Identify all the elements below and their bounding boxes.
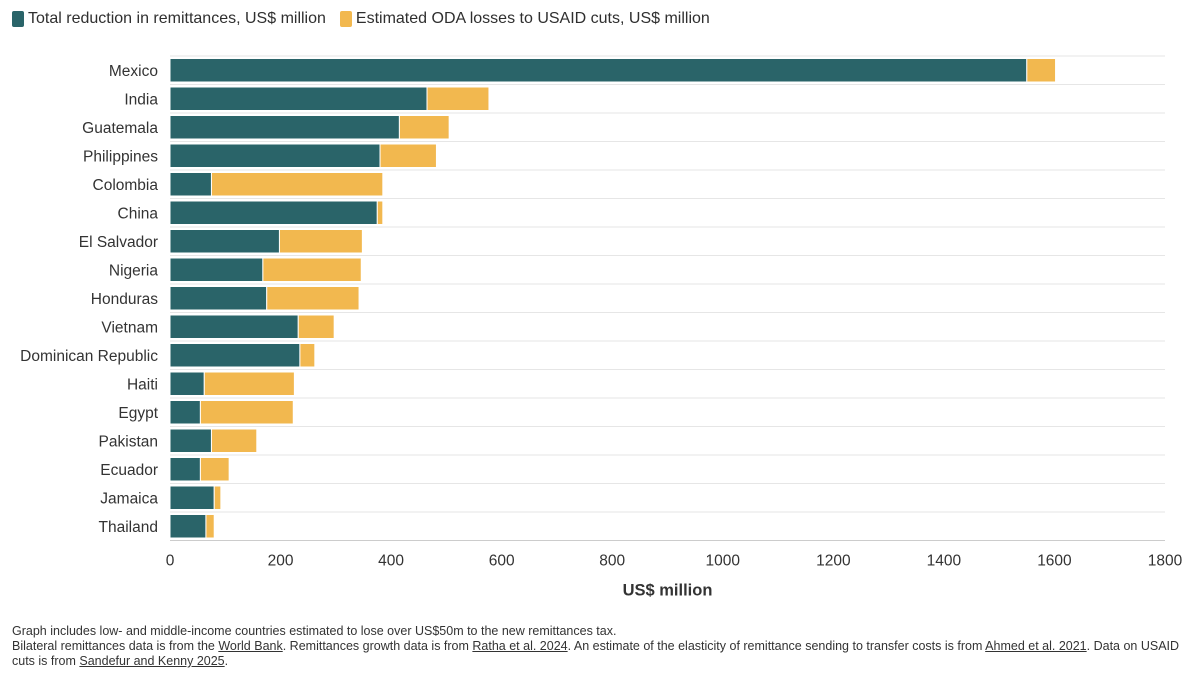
category-label: Egypt — [118, 405, 158, 422]
category-label: Vietnam — [101, 319, 158, 336]
x-tick-label: 800 — [599, 553, 625, 570]
bar-oda — [398, 115, 450, 140]
legend-swatch-remittances — [12, 11, 24, 27]
link-ahmed-2021[interactable]: Ahmed et al. 2021 — [985, 639, 1087, 653]
legend-item-oda[interactable]: Estimated ODA losses to USAID cuts, US$ … — [339, 10, 710, 28]
bar-remittances — [169, 457, 201, 482]
x-tick-label: 200 — [268, 553, 294, 570]
bar-remittances — [169, 400, 201, 425]
legend-label-remittances: Total reduction in remittances, US$ mill… — [28, 10, 326, 27]
category-label: Pakistan — [99, 433, 158, 450]
category-label: China — [118, 205, 159, 222]
category-label: Dominican Republic — [20, 348, 158, 365]
legend-item-remittances[interactable]: Total reduction in remittances, US$ mill… — [12, 10, 326, 28]
x-tick-label: 400 — [378, 553, 404, 570]
note-scope: Graph includes low- and middle-income co… — [12, 624, 617, 638]
bar-oda — [297, 314, 335, 339]
category-label: Honduras — [91, 291, 158, 308]
bar-oda — [278, 229, 363, 254]
category-label: Mexico — [109, 63, 158, 80]
category-label: India — [124, 91, 158, 108]
bar-remittances — [169, 257, 264, 282]
note-src-prefix: Bilateral remittances data is from the — [12, 639, 219, 653]
bar-oda — [210, 172, 384, 197]
x-tick-label: 1600 — [1037, 553, 1072, 570]
category-label: El Salvador — [79, 234, 158, 251]
note-src-mid1: . Remittances growth data is from — [282, 639, 473, 653]
x-tick-label: 1400 — [927, 553, 962, 570]
chart-legend: Total reduction in remittances, US$ mill… — [12, 10, 710, 28]
category-label: Thailand — [99, 519, 158, 536]
note-src-end: . — [224, 654, 229, 668]
chart-notes: Graph includes low- and middle-income co… — [12, 624, 1192, 669]
bar-remittances — [169, 286, 268, 311]
x-tick-label: 1800 — [1148, 553, 1183, 570]
category-label: Guatemala — [82, 120, 158, 137]
bar-oda — [426, 86, 490, 111]
bar-oda — [199, 457, 230, 482]
link-ratha-2024[interactable]: Ratha et al. 2024 — [472, 639, 568, 653]
note-sources: Bilateral remittances data is from the W… — [12, 639, 1192, 669]
link-sandefur-kenny-2025[interactable]: Sandefur and Kenny 2025 — [79, 654, 225, 668]
category-label: Colombia — [93, 177, 159, 194]
category-label: Ecuador — [100, 462, 158, 479]
note-src-mid2: . An estimate of the elasticity of remit… — [567, 639, 986, 653]
x-tick-label: 0 — [166, 553, 175, 570]
bar-oda — [199, 400, 294, 425]
bar-remittances — [169, 229, 280, 254]
category-label: Jamaica — [100, 490, 158, 507]
bar-remittances — [169, 428, 212, 453]
category-label: Haiti — [127, 376, 158, 393]
bar-oda — [213, 485, 222, 510]
bar-remittances — [169, 143, 381, 168]
bar-remittances — [169, 343, 301, 368]
category-label: Nigeria — [109, 262, 158, 279]
category-label: Philippines — [83, 148, 158, 165]
bar-chart: Mexico India Guatemala Philippines Colombia C… — [20, 55, 1183, 600]
x-tick-label: 1200 — [816, 553, 851, 570]
note-src-mid3: . Data on USAID cuts is from — [12, 639, 1180, 668]
bar-oda — [266, 286, 360, 311]
x-tick-label: 1000 — [706, 553, 741, 570]
bar-remittances — [169, 200, 378, 225]
bar-oda — [203, 371, 295, 396]
x-tick-label: 600 — [489, 553, 515, 570]
bar-remittances — [169, 115, 400, 140]
legend-label-oda: Estimated ODA losses to USAID cuts, US$ … — [355, 10, 710, 27]
legend-swatch-oda — [339, 11, 352, 27]
bar-remittances — [169, 86, 428, 111]
bar-oda — [379, 143, 437, 168]
bar-remittances — [169, 514, 207, 539]
x-axis-title: US$ million — [623, 582, 713, 600]
bar-remittances — [169, 371, 205, 396]
bar-oda — [262, 257, 362, 282]
link-world-bank[interactable]: World Bank — [218, 639, 283, 653]
bar-oda — [210, 428, 258, 453]
bar-remittances — [169, 314, 299, 339]
bar-oda — [376, 200, 384, 225]
bar-remittances — [169, 485, 215, 510]
bar-oda — [299, 343, 316, 368]
bar-oda — [205, 514, 215, 539]
bar-remittances — [169, 58, 1028, 83]
bar-remittances — [169, 172, 212, 197]
bar-oda — [1026, 58, 1057, 83]
